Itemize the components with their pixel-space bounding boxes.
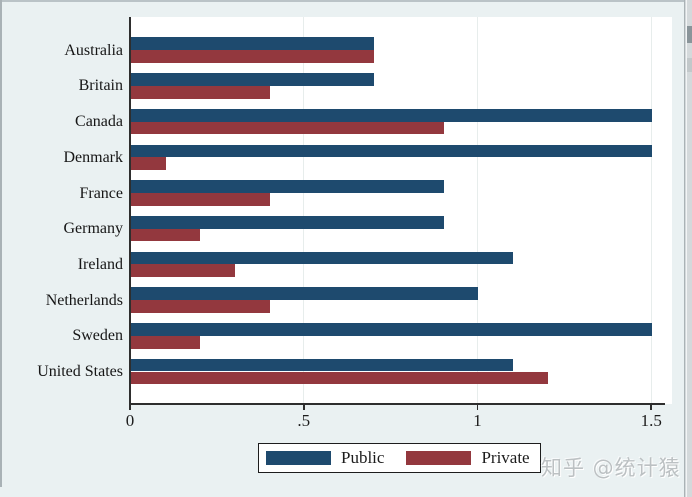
x-tick-.5 [302,404,305,411]
window-top-edge [0,0,692,2]
bar-public-ireland [130,251,514,265]
bar-private-britain [130,85,270,99]
x-tick-1 [476,404,479,411]
x-tick-label-1: 1 [473,411,482,430]
category-label-germany: Germany [63,220,123,238]
legend-swatch-private [406,451,472,465]
category-label-sweden: Sweden [72,327,123,345]
bar-public-sweden [130,323,653,336]
bar-private-canada [130,121,444,135]
legend-swatch-public [266,451,331,465]
bar-public-germany [130,215,444,229]
plot-area [130,17,672,404]
x-tick-label-.5: .5 [297,411,311,430]
bar-public-united-states [130,358,514,372]
vertical-scrollbar[interactable] [684,0,692,497]
category-label-netherlands: Netherlands [45,291,123,309]
bar-public-canada [130,108,653,122]
category-label-united-states: United States [37,363,123,380]
bar-public-netherlands [130,287,479,301]
bar-private-australia [130,50,375,63]
x-tick-label-0: 0 [125,411,135,430]
bar-private-ireland [130,264,236,278]
bar-private-denmark [130,157,166,171]
bar-public-france [130,180,444,193]
legend-label-private: Private [481,448,530,467]
scrollbar-thumb[interactable] [687,26,692,43]
x-axis-line [129,403,666,405]
bar-private-united-states [130,371,548,385]
bar-private-france [130,193,270,206]
watermark: 知乎 @统计猿 [541,456,681,480]
scrollbar-track-highlight [686,0,687,497]
bar-private-germany [130,228,201,242]
scrollbar-segment [687,58,692,72]
bar-public-australia [130,37,375,51]
category-label-france: France [79,184,123,202]
x-tick-1.5 [650,404,653,411]
bar-public-denmark [130,144,653,158]
x-tick-0 [129,404,131,411]
category-label-britain: Britain [78,77,123,95]
legend: Public Private [258,443,541,473]
category-label-canada: Canada [75,113,123,131]
category-label-denmark: Denmark [63,148,123,166]
category-label-ireland: Ireland [77,255,123,273]
y-axis-line [129,17,132,405]
category-label-australia: Australia [64,41,123,59]
bar-private-netherlands [130,300,270,313]
gridline-x-1 [477,17,478,404]
bar-private-sweden [130,335,201,349]
window-left-edge [0,0,2,487]
x-tick-label-1.5: 1.5 [640,411,662,430]
gridline-x-1.5 [650,17,652,404]
bar-public-britain [130,73,375,86]
gridline-x-.5 [303,17,305,404]
legend-label-public: Public [341,448,385,467]
